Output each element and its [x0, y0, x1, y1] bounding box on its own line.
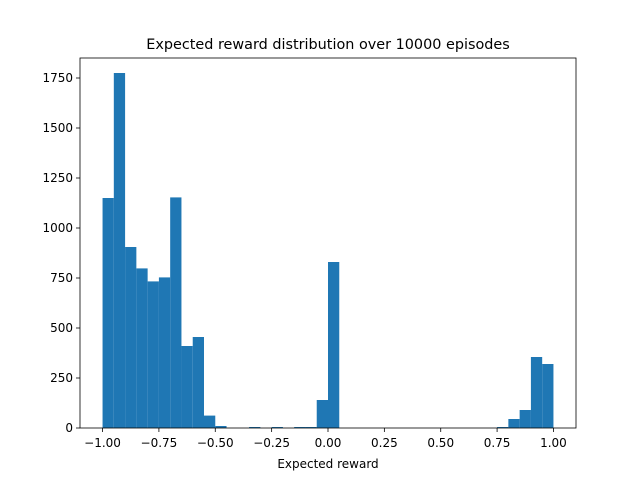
histogram-bar-8 [192, 337, 204, 428]
histogram-bar-4 [147, 281, 159, 428]
histogram-bar-13 [249, 427, 261, 428]
histogram-bar-20 [328, 262, 340, 428]
x-tick-label: 0.50 [427, 436, 454, 450]
y-tick-label: 1000 [42, 221, 73, 235]
x-tick-label: −1.00 [84, 436, 121, 450]
histogram-bar-10 [215, 426, 227, 428]
y-tick-label: 250 [50, 371, 73, 385]
histogram-bar-3 [136, 268, 148, 428]
y-tick-label: 0 [65, 421, 73, 435]
y-tick-label: 750 [50, 271, 73, 285]
x-tick-label: 0.75 [484, 436, 511, 450]
x-tick-label: 1.00 [540, 436, 567, 450]
histogram-bar-6 [170, 197, 182, 428]
histogram-bar-9 [204, 415, 216, 428]
histogram-bars [102, 73, 554, 428]
histogram-bar-39 [542, 364, 554, 428]
histogram-bar-1 [113, 73, 126, 428]
histogram-bar-7 [181, 346, 193, 428]
x-tick-label: −0.75 [141, 436, 178, 450]
y-tick-label: 1250 [42, 171, 73, 185]
histogram-bar-5 [158, 277, 171, 428]
histogram-bar-36 [508, 419, 520, 428]
histogram-bar-37 [519, 410, 531, 428]
x-tick-label: −0.25 [253, 436, 290, 450]
histogram-bar-35 [497, 427, 509, 428]
x-axis-label: Expected reward [277, 457, 378, 471]
histogram-bar-18 [305, 427, 317, 428]
y-tick-label: 1500 [42, 121, 73, 135]
axes-frame [79, 57, 577, 429]
histogram-bar-17 [294, 427, 306, 428]
histogram-bar-0 [102, 198, 114, 428]
y-tick-label: 500 [50, 321, 73, 335]
x-tick-label: 0.25 [371, 436, 398, 450]
histogram-bar-38 [530, 357, 543, 428]
x-tick-label: −0.50 [197, 436, 234, 450]
x-tick-label: 0.00 [315, 436, 342, 450]
y-axis-ticks: 0 250 500 750 1000 1250 1500 1750 [42, 71, 80, 435]
histogram-bar-15 [271, 427, 283, 428]
histogram-bar-19 [316, 400, 328, 428]
x-axis-ticks: −1.00 −0.75 −0.50 −0.25 0.00 0.25 0.50 0.75 1.00 [84, 428, 567, 450]
chart-title: Expected reward distribution over 10000 … [146, 37, 510, 53]
y-tick-label: 1750 [42, 71, 73, 85]
histogram-bar-2 [125, 247, 137, 428]
